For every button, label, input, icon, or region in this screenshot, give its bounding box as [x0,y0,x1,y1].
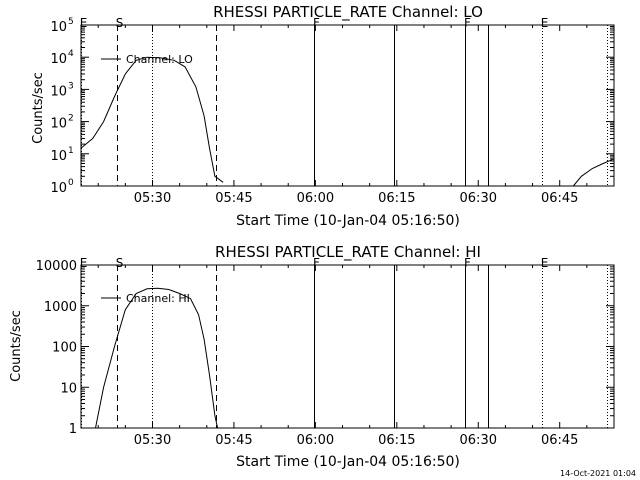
data-lo [80,56,615,187]
x-tick-label-lo-1: 05:45 [215,191,252,206]
x-tick-label-hi-2: 06:00 [297,433,334,448]
y-tick-exponent-lo-2: 2 [68,114,74,124]
data-hi [95,287,219,429]
footer-date: 14-Oct-2021 01:04 [560,469,636,478]
marker-label-lo-8: E [541,16,549,30]
marker-label-hi-6: F [464,256,471,270]
x-tick-label-lo-4: 06:30 [460,191,497,206]
marker-label-hi-0: E [80,256,88,270]
y-tick-label-lo-5: 10 [50,20,67,35]
series-line-lo-0-0 [80,56,224,183]
y-tick-label-lo-1: 10 [50,149,67,164]
x-tick-label-hi-3: 06:15 [378,433,415,448]
x-tick-label-lo-2: 06:00 [297,191,334,206]
y-tick-label-hi-1: 10 [60,381,77,396]
y-tick-label-lo-0: 10 [50,181,67,196]
chart-title-hi: RHESSI PARTICLE_RATE Channel: HI [215,243,481,262]
y-tick-label-hi-2: 100 [52,341,77,356]
series-line-hi-0-0 [95,287,219,429]
x-tick-label-lo-5: 06:45 [541,191,578,206]
y-tick-exponent-lo-5: 5 [68,17,74,27]
y-axis-label-lo: Counts/sec [31,72,46,144]
marker-label-hi-1: S [116,256,124,270]
x-tick-label-hi-0: 05:30 [134,433,171,448]
chart-title-lo: RHESSI PARTICLE_RATE Channel: LO [213,3,483,22]
ticks-hi: 05:30 05:45 06:00 06:15 06:30 06:45 1 10 100 1000… [36,259,615,448]
y-tick-exponent-lo-4: 4 [68,49,74,59]
y-tick-label-hi-0: 1 [69,422,77,437]
legend-hi: Channel: HI [101,292,190,305]
x-axis-label-hi: Start Time (10-Jan-04 05:16:50) [236,454,460,470]
y-tick-label-lo-3: 10 [50,84,67,99]
y-tick-label-hi-4: 10000 [36,259,77,274]
y-tick-exponent-lo-1: 1 [68,146,74,156]
y-axis-label-hi: Counts/sec [9,310,24,382]
x-tick-label-lo-3: 06:15 [378,191,415,206]
marker-label-hi-4: F [313,256,320,270]
series-line-lo-0-1 [572,158,615,187]
marker-label-hi-8: E [541,256,549,270]
x-tick-label-hi-1: 05:45 [215,433,252,448]
y-tick-label-hi-3: 1000 [44,300,77,315]
y-tick-label-lo-4: 10 [50,52,67,67]
marker-label-lo-0: E [80,16,88,30]
marker-label-lo-1: S [116,16,124,30]
x-tick-label-lo-0: 05:30 [134,191,171,206]
y-tick-exponent-lo-0: 0 [68,178,74,188]
legend-label-lo: Channel: LO [126,53,193,66]
x-axis-label-lo: Start Time (10-Jan-04 05:16:50) [236,213,460,229]
legend-lo: Channel: LO [101,53,193,66]
plot-frame-lo [80,24,615,187]
x-tick-label-hi-5: 06:45 [541,433,578,448]
y-tick-label-lo-2: 10 [50,117,67,132]
marker-label-lo-4: F [313,16,320,30]
y-tick-exponent-lo-3: 3 [68,81,74,91]
x-tick-label-hi-4: 06:30 [460,433,497,448]
marker-label-lo-6: F [464,16,471,30]
legend-label-hi: Channel: HI [126,292,190,305]
